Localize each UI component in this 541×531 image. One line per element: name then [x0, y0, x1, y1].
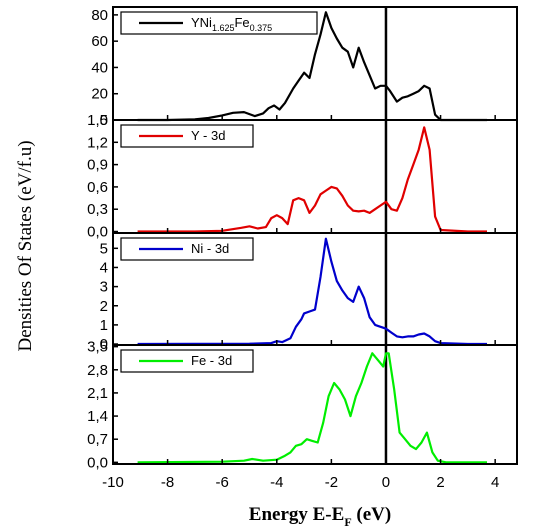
y-tick-label: 40	[91, 59, 108, 76]
y-tick-label: 80	[91, 7, 108, 24]
y-tick-label: 0	[100, 336, 108, 353]
y-tick-label: 0,7	[87, 431, 108, 448]
x-tick-label: 4	[491, 474, 499, 491]
y-tick-label: 5	[100, 240, 108, 257]
series-line	[137, 352, 487, 464]
panel-frame	[112, 344, 518, 465]
x-tick-label: -10	[102, 474, 124, 491]
y-axis-label: Densities Of States (eV/f.u)	[15, 140, 36, 351]
y-tick-label: 3,5	[87, 339, 108, 356]
series-line	[137, 237, 487, 346]
legend-box	[120, 11, 318, 35]
legend-label: Fe - 3d	[191, 353, 232, 368]
y-tick-label: 0,6	[87, 179, 108, 196]
y-tick-label: 20	[91, 86, 108, 103]
y-tick-label: 4	[100, 259, 108, 276]
panel-2: 0,0 0,3 0,6 0,9 1,2 1,5 Y - 3d	[87, 112, 518, 241]
y-tick-label: 1	[100, 317, 108, 334]
legend: Fe - 3d	[120, 349, 254, 373]
panel-3: 0 1 2 3 4 5 Ni - 3d	[100, 232, 518, 353]
y-tick-label: 0	[100, 112, 108, 129]
legend-box	[120, 349, 254, 373]
x-tick-label: -8	[161, 474, 174, 491]
x-tick-label: -6	[216, 474, 229, 491]
x-tick-label: 2	[436, 474, 444, 491]
x-axis-label: Energy E-EF (eV)	[249, 504, 391, 529]
panel-4: 0,0 0,7 1,4 2,1 2,8 3,5 Fe - 3d	[87, 339, 518, 471]
x-tick-label: -4	[270, 474, 283, 491]
y-tick-label: 60	[91, 33, 108, 50]
legend: Y - 3d	[120, 124, 254, 148]
y-tick-label: 1,2	[87, 134, 108, 151]
x-tick-label: 0	[382, 474, 390, 491]
legend-label: Ni - 3d	[191, 241, 229, 256]
y-tick-label: 0,3	[87, 201, 108, 218]
panel-1: 0 20 40 60 80 YNi1.625Fe0.375	[91, 6, 518, 129]
legend: Ni - 3d	[120, 237, 254, 261]
y-tick-label: 2	[100, 298, 108, 315]
y-tick-label: 0,0	[87, 224, 108, 241]
legend-box	[120, 237, 254, 261]
series-line	[137, 126, 487, 233]
y-tick-label: 2,8	[87, 362, 108, 379]
y-tick-label: 0,9	[87, 157, 108, 174]
legend-box	[120, 124, 254, 148]
y-tick-label: 1,4	[87, 408, 108, 425]
legend-label: YNi1.625Fe0.375	[191, 15, 272, 33]
y-tick-label: 1,5	[87, 112, 108, 129]
x-axis-label-main: Energy E-E	[249, 504, 345, 525]
y-tick-label: 3	[100, 279, 108, 296]
series-line	[137, 11, 487, 122]
y-tick-label: 0,0	[87, 454, 108, 471]
legend-label: Y - 3d	[191, 128, 225, 143]
x-tick-label: -2	[325, 474, 338, 491]
y-tick-label: 2,1	[87, 385, 108, 402]
legend: YNi1.625Fe0.375	[120, 11, 318, 35]
x-axis: -10 -8 -6 -4 -2 0 2 4	[102, 474, 499, 491]
x-axis-label-sub: F	[344, 515, 351, 529]
x-axis-label-unit: (eV)	[352, 504, 392, 525]
